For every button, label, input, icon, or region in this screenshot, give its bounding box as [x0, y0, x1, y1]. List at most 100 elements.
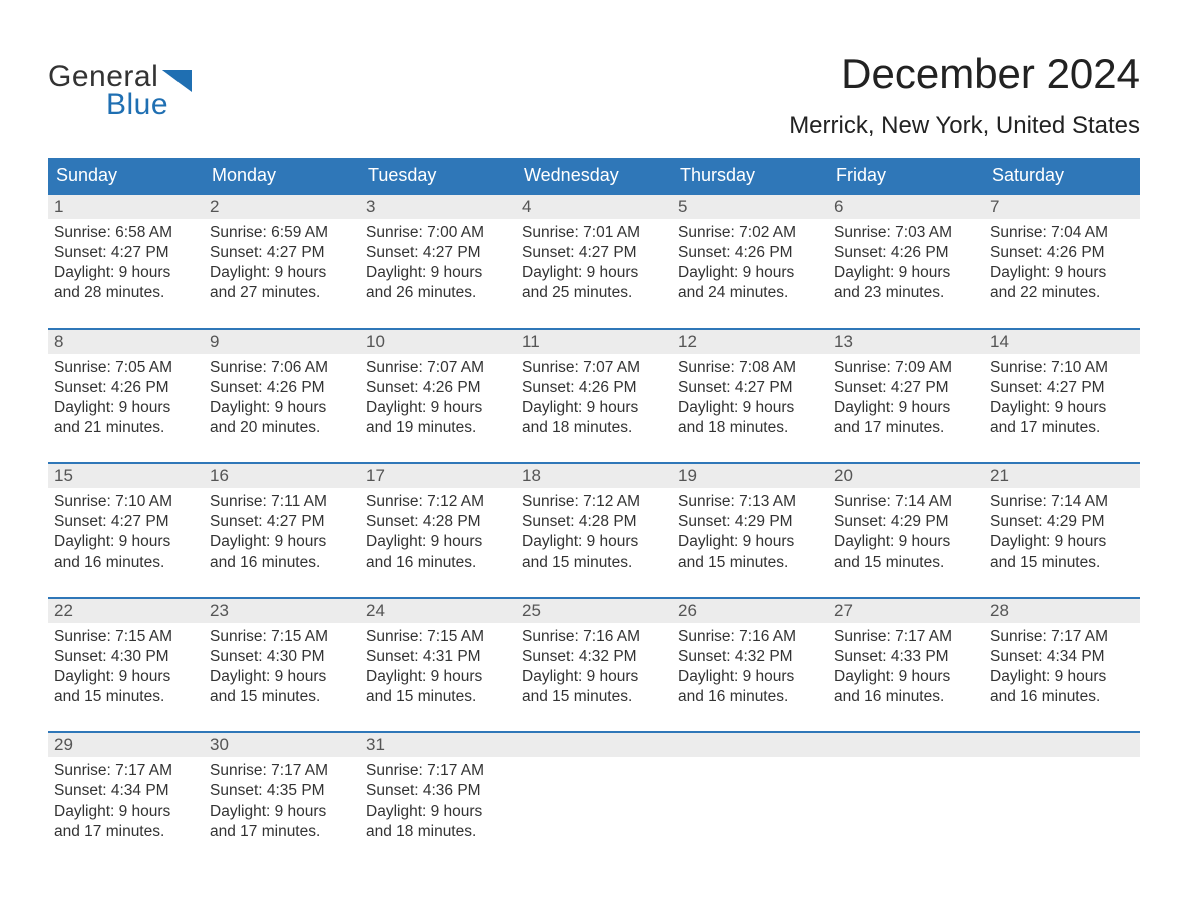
day-number: [828, 733, 984, 757]
sunset-text: Sunset: 4:26 PM: [834, 243, 978, 263]
sunset-text: Sunset: 4:34 PM: [54, 781, 198, 801]
dl2-text: and 17 minutes.: [834, 418, 978, 438]
day-number: 4: [516, 195, 672, 219]
sunset-text: Sunset: 4:28 PM: [522, 512, 666, 532]
sunrise-text: Sunrise: 7:16 AM: [678, 627, 822, 647]
week-row: 293031Sunrise: 7:17 AMSunset: 4:34 PMDay…: [48, 731, 1140, 842]
daynum-row: 1234567: [48, 195, 1140, 219]
dl1-text: Daylight: 9 hours: [366, 263, 510, 283]
weekday-label: Tuesday: [360, 158, 516, 193]
day-cell: Sunrise: 7:00 AMSunset: 4:27 PMDaylight:…: [360, 219, 516, 304]
sunrise-text: Sunrise: 7:17 AM: [210, 761, 354, 781]
day-number: 25: [516, 599, 672, 623]
sunset-text: Sunset: 4:27 PM: [522, 243, 666, 263]
daynum-row: 15161718192021: [48, 464, 1140, 488]
sunrise-text: Sunrise: 7:12 AM: [522, 492, 666, 512]
day-number: 22: [48, 599, 204, 623]
dl1-text: Daylight: 9 hours: [678, 667, 822, 687]
dl1-text: Daylight: 9 hours: [990, 263, 1134, 283]
dl1-text: Daylight: 9 hours: [678, 532, 822, 552]
dl1-text: Daylight: 9 hours: [366, 398, 510, 418]
dl2-text: and 17 minutes.: [54, 822, 198, 842]
sunrise-text: Sunrise: 7:06 AM: [210, 358, 354, 378]
dl2-text: and 15 minutes.: [522, 553, 666, 573]
sunset-text: Sunset: 4:27 PM: [210, 243, 354, 263]
dl1-text: Daylight: 9 hours: [366, 802, 510, 822]
day-cell: Sunrise: 7:02 AMSunset: 4:26 PMDaylight:…: [672, 219, 828, 304]
logo-triangle-icon: [162, 70, 192, 92]
logo-text-blue: Blue: [106, 88, 192, 122]
weekday-label: Friday: [828, 158, 984, 193]
day-number: 28: [984, 599, 1140, 623]
calendar-grid: Sunday Monday Tuesday Wednesday Thursday…: [48, 158, 1140, 842]
day-number: 6: [828, 195, 984, 219]
day-number: 15: [48, 464, 204, 488]
title-block: December 2024 Merrick, New York, United …: [789, 50, 1140, 140]
day-cell: Sunrise: 7:10 AMSunset: 4:27 PMDaylight:…: [48, 488, 204, 573]
sunrise-text: Sunrise: 7:10 AM: [990, 358, 1134, 378]
day-cell: Sunrise: 7:03 AMSunset: 4:26 PMDaylight:…: [828, 219, 984, 304]
sunrise-text: Sunrise: 7:17 AM: [834, 627, 978, 647]
dl1-text: Daylight: 9 hours: [834, 532, 978, 552]
dl1-text: Daylight: 9 hours: [834, 263, 978, 283]
sunset-text: Sunset: 4:31 PM: [366, 647, 510, 667]
day-number: 9: [204, 330, 360, 354]
dl1-text: Daylight: 9 hours: [522, 263, 666, 283]
day-number: 13: [828, 330, 984, 354]
daynum-row: 891011121314: [48, 330, 1140, 354]
dl2-text: and 16 minutes.: [834, 687, 978, 707]
dl2-text: and 21 minutes.: [54, 418, 198, 438]
sunrise-text: Sunrise: 7:03 AM: [834, 223, 978, 243]
day-number: 27: [828, 599, 984, 623]
sunset-text: Sunset: 4:33 PM: [834, 647, 978, 667]
sunset-text: Sunset: 4:26 PM: [678, 243, 822, 263]
day-cell: Sunrise: 7:17 AMSunset: 4:34 PMDaylight:…: [48, 757, 204, 842]
day-number: 20: [828, 464, 984, 488]
day-cell: Sunrise: 7:15 AMSunset: 4:31 PMDaylight:…: [360, 623, 516, 708]
week-gap: [48, 707, 1140, 731]
dl1-text: Daylight: 9 hours: [54, 667, 198, 687]
day-number: 10: [360, 330, 516, 354]
day-cell: Sunrise: 7:15 AMSunset: 4:30 PMDaylight:…: [204, 623, 360, 708]
dl2-text: and 19 minutes.: [366, 418, 510, 438]
day-cell: [672, 757, 828, 842]
day-number: [672, 733, 828, 757]
sunrise-text: Sunrise: 7:15 AM: [54, 627, 198, 647]
week-gap: [48, 573, 1140, 597]
sunset-text: Sunset: 4:27 PM: [366, 243, 510, 263]
dl1-text: Daylight: 9 hours: [54, 802, 198, 822]
week-row: 15161718192021Sunrise: 7:10 AMSunset: 4:…: [48, 462, 1140, 573]
location-text: Merrick, New York, United States: [789, 112, 1140, 140]
sunset-text: Sunset: 4:26 PM: [54, 378, 198, 398]
sunrise-text: Sunrise: 7:07 AM: [522, 358, 666, 378]
sunset-text: Sunset: 4:30 PM: [54, 647, 198, 667]
day-cell: Sunrise: 7:17 AMSunset: 4:36 PMDaylight:…: [360, 757, 516, 842]
dl2-text: and 22 minutes.: [990, 283, 1134, 303]
dl1-text: Daylight: 9 hours: [210, 263, 354, 283]
dl2-text: and 16 minutes.: [678, 687, 822, 707]
dl2-text: and 16 minutes.: [54, 553, 198, 573]
day-number: 3: [360, 195, 516, 219]
dl1-text: Daylight: 9 hours: [366, 532, 510, 552]
day-cell: Sunrise: 7:14 AMSunset: 4:29 PMDaylight:…: [984, 488, 1140, 573]
dl1-text: Daylight: 9 hours: [54, 263, 198, 283]
sunrise-text: Sunrise: 7:15 AM: [366, 627, 510, 647]
dl2-text: and 18 minutes.: [366, 822, 510, 842]
daynum-row: 293031: [48, 733, 1140, 757]
day-cell: Sunrise: 7:07 AMSunset: 4:26 PMDaylight:…: [360, 354, 516, 439]
sunrise-text: Sunrise: 7:08 AM: [678, 358, 822, 378]
day-number: 24: [360, 599, 516, 623]
day-cell: [828, 757, 984, 842]
dl2-text: and 26 minutes.: [366, 283, 510, 303]
sunrise-text: Sunrise: 6:58 AM: [54, 223, 198, 243]
day-cell: Sunrise: 7:08 AMSunset: 4:27 PMDaylight:…: [672, 354, 828, 439]
sunrise-text: Sunrise: 7:04 AM: [990, 223, 1134, 243]
sunset-text: Sunset: 4:29 PM: [678, 512, 822, 532]
day-number: 17: [360, 464, 516, 488]
sunrise-text: Sunrise: 7:17 AM: [990, 627, 1134, 647]
sunset-text: Sunset: 4:26 PM: [522, 378, 666, 398]
dl1-text: Daylight: 9 hours: [54, 398, 198, 418]
week-row: 22232425262728Sunrise: 7:15 AMSunset: 4:…: [48, 597, 1140, 708]
day-number: 19: [672, 464, 828, 488]
dl2-text: and 16 minutes.: [366, 553, 510, 573]
